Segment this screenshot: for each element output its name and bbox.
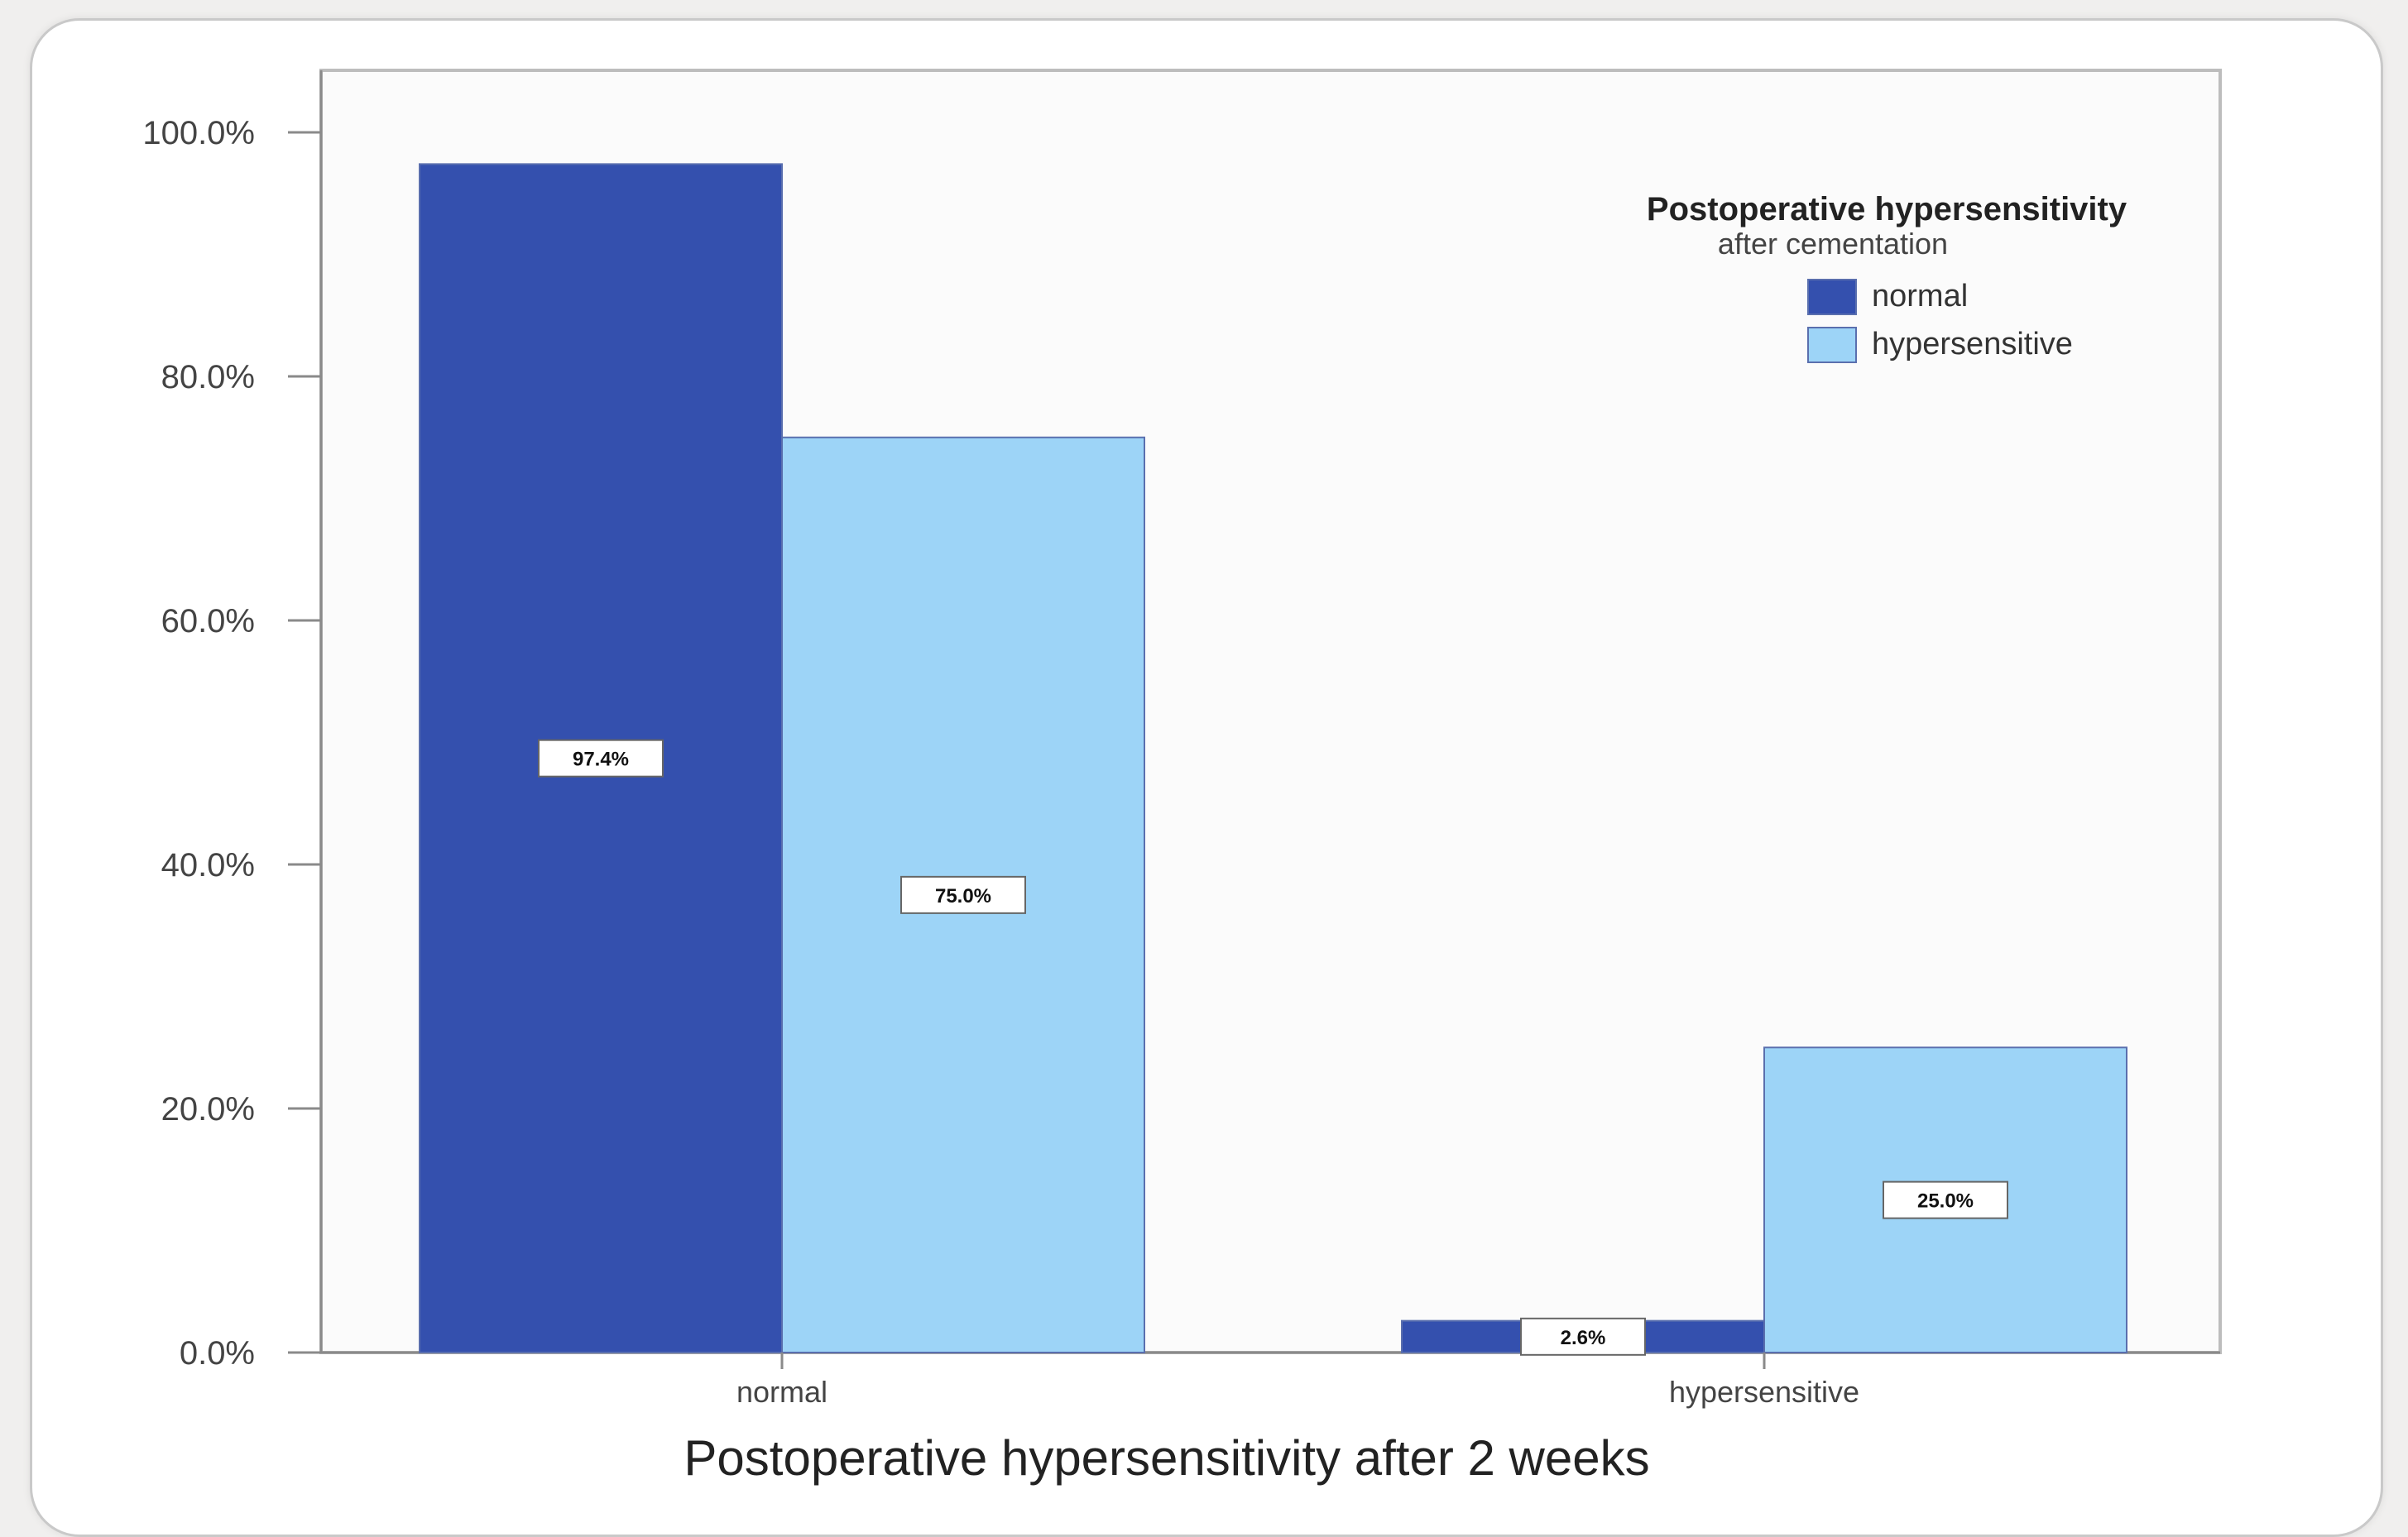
bar-data-labels: 97.4% 75.0% 2.6% 25.0% bbox=[538, 739, 2008, 1356]
data-label: 25.0% bbox=[1917, 1190, 1974, 1213]
data-label-box bbox=[538, 739, 664, 778]
data-label-box bbox=[1520, 1317, 1646, 1356]
bar-chart: 0.0% 20.0% 40.0% 60.0% 80.0% 100.0% 97.4% 75.0… bbox=[142, 69, 2222, 1486]
y-tick-label: 60.0% bbox=[161, 603, 255, 639]
y-tick-label: 80.0% bbox=[161, 359, 255, 395]
data-label: 2.6% bbox=[1561, 1327, 1606, 1349]
legend-label-normal: normal bbox=[1872, 279, 1968, 314]
legend-subtitle: after cementation bbox=[1718, 227, 1948, 261]
y-tick-label: 100.0% bbox=[142, 115, 255, 151]
x-tick-label: hypersensitive bbox=[1669, 1375, 1859, 1409]
legend-label-hypersensitive: hypersensitive bbox=[1872, 327, 2073, 362]
data-label-box bbox=[900, 875, 1026, 914]
legend: Postoperative hypersensitivity after cem… bbox=[1647, 191, 2127, 363]
legend-title: Postoperative hypersensitivity bbox=[1647, 191, 2127, 227]
y-ticks: 0.0% 20.0% 40.0% 60.0% 80.0% 100.0% bbox=[142, 115, 321, 1372]
x-ticks: normal hypersensitive bbox=[736, 1353, 1859, 1409]
data-label: 75.0% bbox=[935, 885, 991, 907]
x-axis-title: Postoperative hypersensitivity after 2 w… bbox=[684, 1430, 1649, 1486]
y-tick-label: 40.0% bbox=[161, 847, 255, 883]
legend-swatch-normal bbox=[1807, 279, 1857, 315]
y-tick-label: 20.0% bbox=[161, 1091, 255, 1128]
data-label-box bbox=[1883, 1180, 2008, 1219]
data-label: 97.4% bbox=[573, 749, 629, 771]
x-tick-label: normal bbox=[736, 1375, 827, 1409]
legend-swatch-hypersensitive bbox=[1807, 327, 1857, 363]
legend-items: normal hypersensitive bbox=[1807, 279, 2073, 363]
y-tick-label: 0.0% bbox=[180, 1335, 255, 1372]
